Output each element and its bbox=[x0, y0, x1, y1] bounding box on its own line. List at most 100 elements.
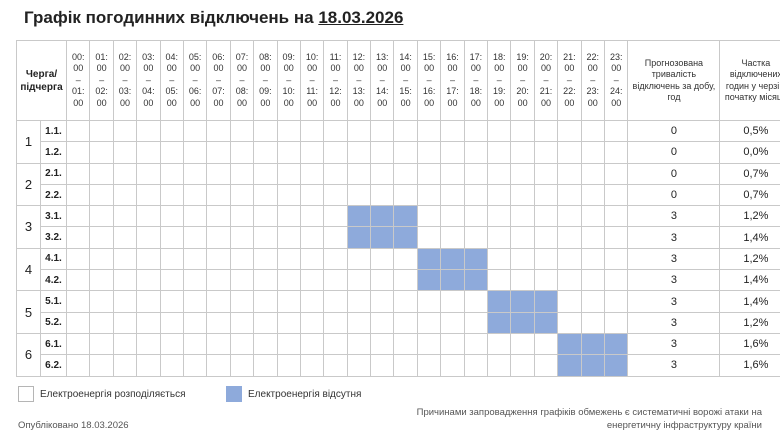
power-cell bbox=[276, 269, 301, 292]
table-row: 5 5.1. 3 1,4% bbox=[16, 290, 780, 334]
table-row: 5.2. 3 1,2% bbox=[17, 311, 780, 334]
hour-header: 03: 00–04: 00 bbox=[136, 40, 161, 121]
power-cell bbox=[182, 205, 208, 228]
power-cell bbox=[440, 311, 465, 334]
power-cell bbox=[533, 247, 559, 271]
power-cell bbox=[112, 332, 138, 356]
power-cell bbox=[557, 290, 582, 313]
power-cell bbox=[253, 119, 278, 143]
monthly-share-value: 0,7% bbox=[719, 183, 780, 207]
power-cell bbox=[463, 290, 489, 313]
power-cell bbox=[206, 354, 231, 377]
power-cell bbox=[182, 162, 208, 185]
power-cell bbox=[487, 162, 512, 185]
power-cell bbox=[229, 183, 255, 207]
power-cell bbox=[299, 247, 325, 271]
queue-group-label: 2 bbox=[16, 162, 41, 207]
power-cell bbox=[136, 269, 161, 292]
hour-header: 13: 00–14: 00 bbox=[370, 40, 395, 121]
power-cell bbox=[393, 269, 418, 292]
power-cell bbox=[440, 354, 465, 377]
power-cell bbox=[182, 311, 208, 334]
power-cell bbox=[603, 119, 629, 143]
power-cell bbox=[580, 205, 606, 228]
title-date: 18.03.2026 bbox=[318, 8, 404, 27]
power-cell bbox=[580, 141, 606, 164]
monthly-share-value: 1,4% bbox=[719, 269, 780, 292]
power-cell bbox=[206, 119, 231, 143]
power-cell bbox=[323, 311, 348, 334]
hour-header: 04: 00–05: 00 bbox=[159, 40, 184, 121]
power-cell bbox=[182, 226, 208, 249]
power-cell bbox=[323, 119, 348, 143]
power-cell bbox=[253, 290, 278, 313]
power-cell bbox=[557, 226, 582, 249]
power-cell bbox=[580, 183, 606, 207]
power-cell bbox=[416, 290, 442, 313]
hour-header: 14: 00–15: 00 bbox=[393, 40, 418, 121]
table-row: 6.2. 3 1,6% bbox=[17, 354, 780, 377]
queue-group-label: 5 bbox=[16, 290, 41, 334]
power-cell bbox=[323, 332, 348, 356]
power-cell bbox=[112, 162, 138, 185]
table-row: 1 1.1. 0 0,5% bbox=[16, 119, 780, 164]
power-cell bbox=[112, 354, 138, 377]
power-cell bbox=[463, 162, 489, 185]
subqueue-label: 1.1. bbox=[39, 119, 68, 143]
power-cell bbox=[89, 162, 114, 185]
power-cell bbox=[510, 183, 535, 207]
power-cell bbox=[580, 247, 606, 271]
power-cell bbox=[323, 141, 348, 164]
outage-cell bbox=[346, 226, 372, 249]
power-cell bbox=[253, 205, 278, 228]
power-cell bbox=[182, 183, 208, 207]
power-cell bbox=[276, 290, 301, 313]
power-cell bbox=[136, 290, 161, 313]
hour-header: 05: 00–06: 00 bbox=[182, 40, 208, 121]
power-cell bbox=[182, 354, 208, 377]
power-cell bbox=[533, 183, 559, 207]
power-cell bbox=[253, 354, 278, 377]
power-cell bbox=[299, 332, 325, 356]
legend-power-off-label: Електроенергія відсутня bbox=[248, 389, 362, 400]
power-cell bbox=[136, 205, 161, 228]
power-cell bbox=[229, 247, 255, 271]
power-cell bbox=[299, 269, 325, 292]
outage-cell bbox=[463, 269, 489, 292]
power-cell bbox=[253, 332, 278, 356]
power-cell bbox=[580, 226, 606, 249]
power-cell bbox=[393, 183, 418, 207]
power-cell bbox=[603, 162, 629, 185]
power-cell bbox=[253, 162, 278, 185]
predicted-duration-value: 3 bbox=[627, 226, 721, 249]
subqueue-label: 3.1. bbox=[39, 205, 68, 228]
power-cell bbox=[557, 247, 582, 271]
table-row: 1.2. 0 0,0% bbox=[17, 141, 780, 164]
power-cell bbox=[206, 332, 231, 356]
power-cell bbox=[510, 269, 535, 292]
power-cell bbox=[533, 269, 559, 292]
predicted-duration-value: 3 bbox=[627, 269, 721, 292]
power-cell bbox=[299, 183, 325, 207]
predicted-duration-value: 0 bbox=[627, 119, 721, 143]
power-cell bbox=[136, 332, 161, 356]
power-cell bbox=[440, 119, 465, 143]
table-row: 4.2. 3 1,4% bbox=[17, 269, 780, 292]
power-cell bbox=[346, 332, 372, 356]
power-cell bbox=[159, 354, 184, 377]
power-cell bbox=[510, 205, 535, 228]
power-cell bbox=[440, 332, 465, 356]
hour-header: 07: 00–08: 00 bbox=[229, 40, 255, 121]
power-cell bbox=[276, 205, 301, 228]
power-cell bbox=[603, 226, 629, 249]
hour-header: 17: 00–18: 00 bbox=[463, 40, 489, 121]
subqueue-label: 5.1. bbox=[39, 290, 68, 313]
power-cell bbox=[487, 332, 512, 356]
power-cell bbox=[299, 311, 325, 334]
power-cell bbox=[159, 119, 184, 143]
outage-cell bbox=[440, 269, 465, 292]
power-cell bbox=[510, 332, 535, 356]
power-cell bbox=[253, 311, 278, 334]
power-cell bbox=[323, 162, 348, 185]
power-cell bbox=[66, 205, 91, 228]
